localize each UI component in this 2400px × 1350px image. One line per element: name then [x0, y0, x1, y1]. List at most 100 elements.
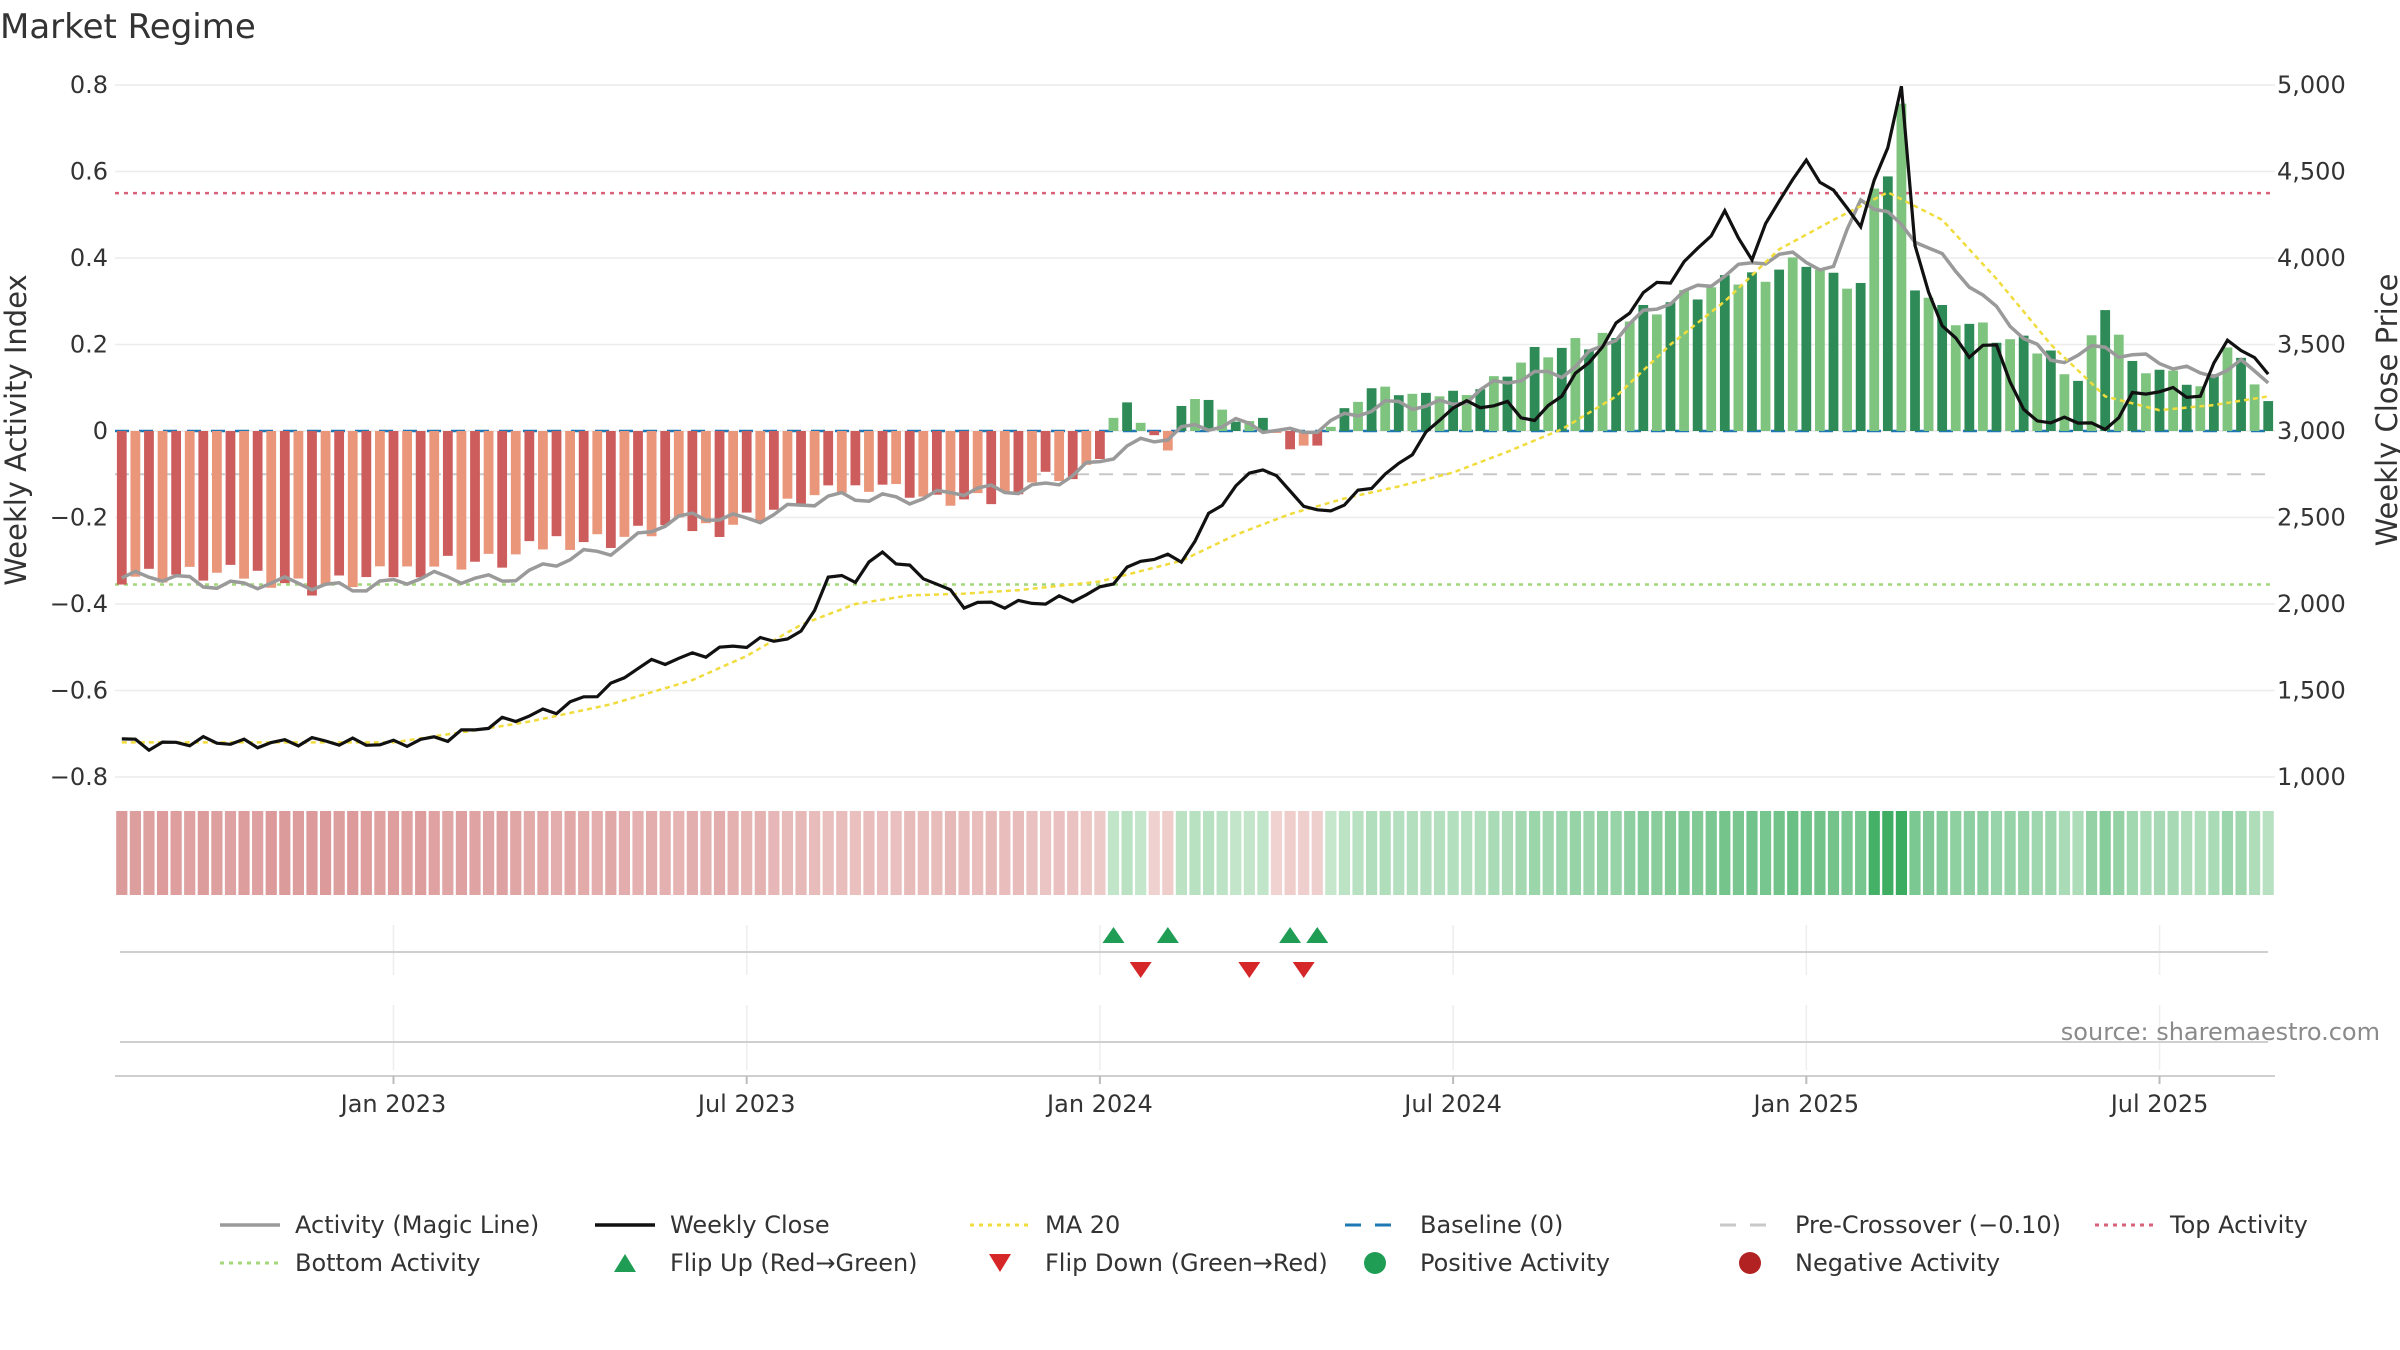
- regime-strip-cell: [442, 811, 454, 895]
- activity-bar: [1325, 426, 1336, 431]
- x-tick-label: Jul 2023: [696, 1090, 796, 1118]
- regime-strip-cell: [2262, 811, 2274, 895]
- regime-strip-cell: [156, 811, 169, 895]
- legend-label: Baseline (0): [1420, 1211, 1563, 1239]
- activity-bar: [2100, 310, 2111, 431]
- activity-bar: [1855, 282, 1866, 431]
- activity-bar: [1421, 392, 1431, 431]
- regime-strip-cell: [537, 811, 549, 895]
- right-tick-label: 4,500: [2277, 158, 2346, 186]
- regime-strip-cell: [632, 811, 644, 895]
- regime-strip-cell: [1230, 811, 1242, 895]
- right-tick-label: 3,500: [2277, 331, 2346, 359]
- activity-bar: [1964, 323, 1975, 431]
- activity-bar: [1312, 431, 1323, 446]
- activity-bar: [116, 431, 127, 585]
- regime-strip-cell: [1393, 811, 1405, 895]
- activity-bar: [1488, 376, 1499, 431]
- regime-strip-cell: [863, 811, 875, 895]
- regime-strip-cell: [1461, 811, 1473, 895]
- regime-strip-cell: [1746, 811, 1758, 895]
- activity-bar: [1461, 395, 1472, 431]
- flip-up-marker: [1306, 927, 1329, 943]
- regime-strip-cell: [985, 811, 997, 895]
- activity-bar: [293, 431, 304, 579]
- regime-strip-cell: [347, 811, 359, 895]
- regime-strip-cell: [224, 811, 237, 895]
- regime-strip-cell: [2235, 811, 2247, 895]
- activity-bar: [972, 431, 983, 494]
- activity-bar: [415, 431, 426, 578]
- activity-bar: [891, 431, 902, 485]
- activity-bar: [1380, 386, 1391, 431]
- activity-bar: [1244, 421, 1255, 431]
- regime-strip-cell: [1515, 811, 1527, 895]
- regime-strip-cell: [1325, 811, 1337, 895]
- regime-strip-cell: [2045, 811, 2057, 895]
- regime-strip-cell: [292, 811, 304, 895]
- activity-bar: [633, 431, 643, 526]
- activity-bar: [945, 431, 956, 506]
- series-lines: [121, 85, 2270, 753]
- activity-bar: [1054, 431, 1065, 482]
- regime-strip-cell: [2058, 811, 2071, 895]
- regime-strip-cell: [876, 811, 889, 895]
- right-tick-label: 2,500: [2277, 504, 2346, 532]
- activity-bar: [619, 431, 630, 537]
- regime-strip-cell: [1121, 811, 1133, 895]
- legend-label: MA 20: [1045, 1211, 1120, 1239]
- regime-strip-cell: [1651, 811, 1663, 895]
- regime-strip-cell: [768, 811, 780, 895]
- regime-strip-cell: [686, 811, 698, 895]
- regime-strip-cell: [455, 811, 468, 895]
- regime-strip-cell: [1882, 811, 1894, 895]
- regime-strip-cell: [999, 811, 1011, 895]
- activity-bar: [402, 431, 412, 567]
- regime-strip-cell: [2221, 811, 2234, 895]
- regime-strip-cell: [2181, 811, 2193, 895]
- regime-strip-cell: [2086, 811, 2098, 895]
- left-tick-label: 0.6: [70, 158, 108, 186]
- regime-strip-cell: [360, 811, 372, 895]
- legend-item: Negative Activity: [1739, 1249, 2000, 1277]
- regime-heat-strip: [116, 811, 2274, 895]
- left-tick-label: 0.2: [70, 331, 108, 359]
- regime-strip-cell: [836, 811, 848, 895]
- activity-bar: [1135, 422, 1146, 431]
- regime-strip-cell: [2004, 811, 2016, 895]
- regime-strip-cell: [238, 811, 250, 895]
- regime-strip-cell: [1420, 811, 1432, 895]
- activity-bar: [470, 431, 480, 562]
- activity-bar: [1991, 342, 2002, 431]
- activity-bar: [483, 431, 494, 554]
- activity-bar: [809, 431, 820, 496]
- activity-bar: [1815, 269, 1825, 431]
- activity-bar: [1950, 325, 1961, 431]
- activity-bar: [1543, 357, 1554, 431]
- legend: Activity (Magic Line) Weekly Close MA 20 Ba…: [220, 1211, 2308, 1277]
- activity-bar: [2113, 334, 2124, 431]
- activity-bar: [1108, 417, 1119, 431]
- activity-bar: [1896, 103, 1907, 431]
- activity-bar: [660, 431, 671, 526]
- activity-bar: [836, 431, 847, 493]
- regime-strip-cell: [700, 811, 712, 895]
- regime-strip-cell: [1596, 811, 1609, 895]
- regime-strip-cell: [197, 811, 209, 895]
- activity-bar: [1747, 272, 1757, 431]
- regime-strip-cell: [1039, 811, 1052, 895]
- x-tick-label: Jul 2025: [2109, 1090, 2209, 1118]
- legend-label: Flip Down (Green→Red): [1045, 1249, 1328, 1277]
- regime-strip-cell: [591, 811, 603, 895]
- legend-label: Activity (Magic Line): [295, 1211, 539, 1239]
- regime-strip-cell: [1189, 811, 1201, 895]
- activity-bar: [442, 431, 453, 556]
- activity-bar: [130, 431, 141, 577]
- activity-bar: [320, 431, 331, 586]
- activity-bar: [823, 431, 834, 486]
- legend-item: Weekly Close: [595, 1211, 830, 1239]
- legend-item: Pre-Crossover (−0.10): [1720, 1211, 2061, 1239]
- flip-down-marker: [1292, 962, 1315, 978]
- activity-bar: [565, 431, 575, 550]
- activity-bar: [375, 431, 385, 567]
